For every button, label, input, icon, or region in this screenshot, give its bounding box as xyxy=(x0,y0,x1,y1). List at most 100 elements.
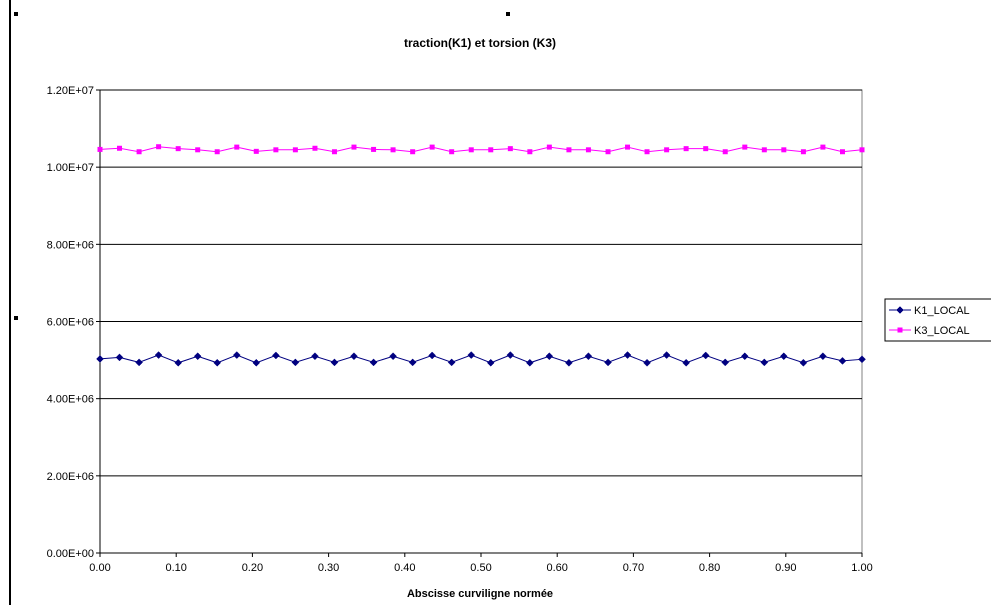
data-point-k3-local xyxy=(449,149,455,155)
data-point-k1-local xyxy=(213,358,222,367)
data-point-k3-local xyxy=(331,149,337,155)
data-point-k1-local xyxy=(545,352,554,361)
legend-label: K1_LOCAL xyxy=(914,305,970,317)
legend-swatch-marker xyxy=(896,306,904,314)
data-point-k1-local xyxy=(311,352,319,361)
data-point-k3-local xyxy=(605,149,611,155)
y-tick-label: 6.00E+06 xyxy=(47,317,94,329)
data-point-k1-local xyxy=(506,351,515,359)
data-point-k1-local xyxy=(486,358,495,367)
series-k3-local xyxy=(97,144,865,155)
selection-handle-middle-left[interactable] xyxy=(14,316,18,320)
data-point-k3-local xyxy=(156,144,162,150)
data-point-k1-local xyxy=(408,358,417,367)
data-point-k1-local xyxy=(584,352,593,361)
x-axis-title: Abscisse curviligne normée xyxy=(407,588,553,600)
x-tick-label: 0.50 xyxy=(470,562,491,574)
selection-handle-top-center[interactable] xyxy=(506,12,510,16)
series-k1-local xyxy=(96,351,866,367)
chart-title: traction(K1) et torsion (K3) xyxy=(404,36,556,50)
y-tick-label: 1.00E+07 xyxy=(47,162,94,174)
data-point-k3-local xyxy=(253,148,259,154)
data-point-k1-local xyxy=(389,352,397,361)
selection-handle-top-left[interactable] xyxy=(14,12,18,16)
series-line-k1-local xyxy=(99,354,863,364)
legend-box xyxy=(884,298,991,342)
data-point-k3-local xyxy=(97,146,103,152)
y-tick-label: 4.00E+06 xyxy=(47,394,94,406)
y-tick-label: 1.20E+07 xyxy=(47,85,94,97)
data-point-k1-local xyxy=(96,355,104,363)
data-point-k3-local xyxy=(742,144,748,150)
data-point-k3-local xyxy=(175,146,181,152)
x-tick-label: 0.40 xyxy=(394,562,415,574)
data-point-k3-local xyxy=(761,147,767,153)
legend: K1_LOCAL K3_LOCAL xyxy=(884,298,991,342)
y-tick-label: 2.00E+06 xyxy=(47,471,94,483)
y-tick-labels: 0.00E+00 2.00E+06 4.00E+06 6.00E+06 8.00E+06… xyxy=(47,85,100,560)
data-point-k3-local xyxy=(820,144,826,150)
data-point-k3-local xyxy=(683,146,689,152)
data-point-k3-local xyxy=(664,147,670,153)
data-point-k1-local xyxy=(447,358,456,367)
data-point-k3-local xyxy=(839,149,845,155)
data-point-k1-local xyxy=(272,351,280,360)
data-point-k3-local xyxy=(312,145,318,151)
data-point-k3-local xyxy=(468,147,474,153)
data-point-k3-local xyxy=(195,147,201,153)
data-point-k1-local xyxy=(799,358,808,367)
data-point-k1-local xyxy=(193,352,202,361)
x-tick-label: 0.00 xyxy=(89,562,110,574)
data-point-k3-local xyxy=(527,149,533,155)
legend-item-k1-local: K1_LOCAL xyxy=(889,305,970,317)
data-point-k1-local xyxy=(369,358,378,367)
data-point-k3-local xyxy=(136,149,142,155)
data-point-k3-local xyxy=(371,146,377,152)
data-point-k3-local xyxy=(410,149,416,155)
x-tick-label: 0.90 xyxy=(775,562,796,574)
y-tick-label: 8.00E+06 xyxy=(47,239,94,251)
data-point-k1-local xyxy=(779,352,788,361)
data-point-k1-local xyxy=(232,351,241,359)
data-point-k3-local xyxy=(488,147,494,153)
x-tick-label: 0.80 xyxy=(699,562,720,574)
data-point-k3-local xyxy=(703,146,709,152)
data-point-k1-local xyxy=(740,352,749,361)
data-point-k3-local xyxy=(625,144,631,150)
data-point-k1-local xyxy=(291,358,300,367)
data-point-k1-local xyxy=(428,351,437,360)
data-point-k3-local xyxy=(351,144,357,150)
data-point-k3-local xyxy=(800,149,806,155)
data-point-k1-local xyxy=(858,355,866,364)
data-point-k1-local xyxy=(154,351,163,359)
x-tick-label: 0.20 xyxy=(242,562,263,574)
data-point-k1-local xyxy=(623,351,632,359)
data-point-k1-local xyxy=(350,352,358,361)
series-line-k3-local xyxy=(99,146,863,153)
series-layer xyxy=(96,144,866,367)
data-point-k3-local xyxy=(859,147,865,153)
data-point-k1-local xyxy=(662,351,671,359)
y-tick-label: 0.00E+00 xyxy=(47,548,94,560)
data-point-k3-local xyxy=(390,147,396,153)
data-point-k3-local xyxy=(429,144,435,150)
data-point-k3-local xyxy=(585,147,591,153)
data-point-k1-local xyxy=(330,358,339,367)
gridlines xyxy=(100,89,862,477)
data-point-k1-local xyxy=(721,358,730,367)
data-point-k3-local xyxy=(566,147,572,153)
x-tick-label: 0.70 xyxy=(623,562,644,574)
data-point-k3-local xyxy=(644,149,650,155)
data-point-k1-local xyxy=(135,358,143,367)
data-point-k1-local xyxy=(838,357,847,365)
data-point-k1-local xyxy=(819,352,827,361)
data-point-k1-local xyxy=(643,358,651,367)
x-tick-label: 1.00 xyxy=(851,562,872,574)
data-point-k1-local xyxy=(565,358,573,367)
data-point-k1-local xyxy=(174,358,183,367)
x-tick-labels: 0.00 0.10 0.20 0.30 0.40 0.50 0.60 0.70 0.80 0.90… xyxy=(89,553,873,574)
data-point-k3-local xyxy=(722,149,728,155)
x-tick-label: 0.30 xyxy=(318,562,339,574)
data-point-k1-local xyxy=(467,351,476,359)
